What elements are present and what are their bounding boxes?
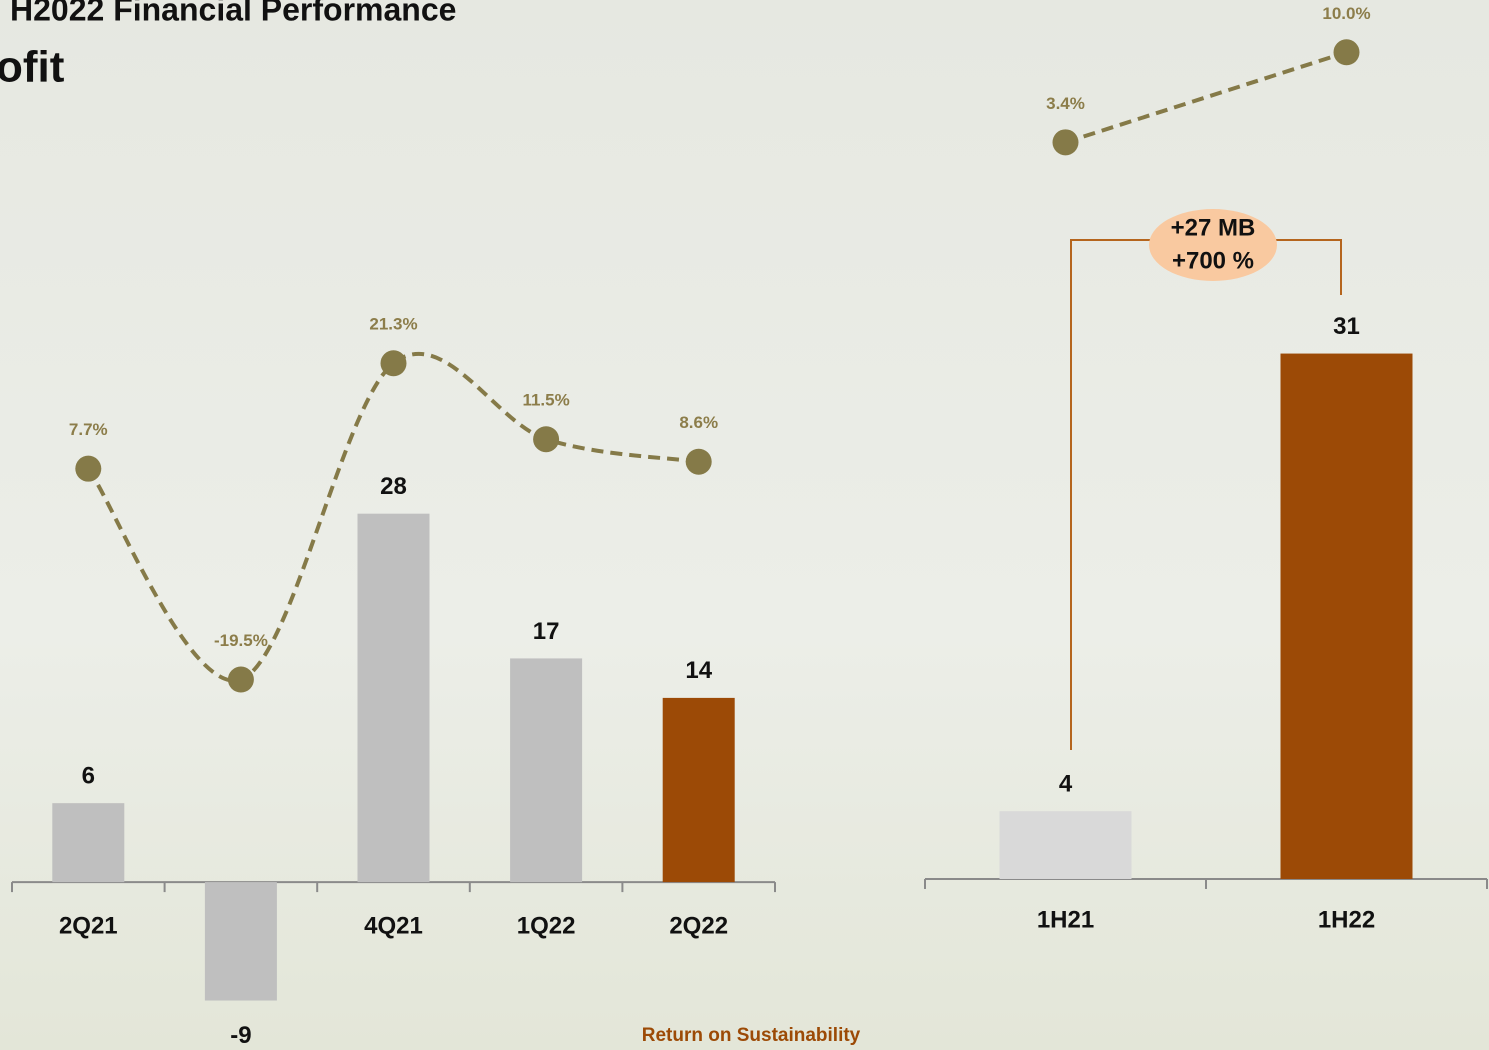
annotation-text: +27 MB — [1171, 214, 1256, 241]
bar-value-label: 14 — [685, 657, 712, 684]
bar-value-label: 6 — [82, 763, 95, 790]
margin-label: 8.6% — [679, 413, 718, 432]
margin-label: 21.3% — [369, 315, 417, 334]
bar — [1280, 353, 1413, 879]
margin-label: -19.5% — [214, 631, 268, 650]
margin-label: 7.7% — [69, 420, 108, 439]
margin-marker — [533, 426, 560, 453]
margin-line — [86, 351, 699, 683]
x-tick-label: 1Q22 — [517, 912, 576, 939]
annotation-text: +700 % — [1172, 247, 1254, 274]
x-tick-label: 4Q21 — [364, 912, 423, 939]
x-tick-label: 1H22 — [1318, 906, 1375, 933]
margin-marker — [685, 448, 712, 475]
margin-line — [1064, 50, 1348, 145]
bracket-bubble — [1149, 209, 1277, 281]
margin-marker — [1333, 39, 1360, 66]
x-tick-label: 1H21 — [1037, 906, 1094, 933]
x-tick-label: 2Q21 — [59, 912, 118, 939]
bar-value-label: 31 — [1333, 313, 1360, 340]
margin-label: 11.5% — [522, 391, 569, 410]
margin-marker — [380, 350, 407, 377]
bar-value-label: 4 — [1059, 771, 1073, 798]
margin-marker — [1052, 129, 1079, 156]
footer: Return on Sustainability — [642, 1025, 861, 1046]
bar-value-label: 28 — [380, 473, 407, 500]
margin-label: 10.0% — [1322, 4, 1370, 23]
margin-label: 3.4% — [1046, 94, 1085, 113]
margin-marker — [227, 666, 254, 693]
margin-marker — [75, 455, 102, 482]
bar — [204, 882, 277, 1001]
bar — [999, 811, 1132, 879]
bar — [52, 803, 125, 883]
slide-title: H2022 Financial Performance — [10, 0, 456, 27]
bar — [357, 513, 430, 883]
bracket — [1070, 209, 1342, 750]
bar-value-label: -9 — [230, 1022, 251, 1049]
x-tick-label: 2Q22 — [669, 912, 728, 939]
bar — [662, 697, 735, 883]
bar — [510, 658, 583, 883]
slide-subtitle: ofit — [0, 43, 65, 92]
bar-value-label: 17 — [533, 618, 560, 645]
